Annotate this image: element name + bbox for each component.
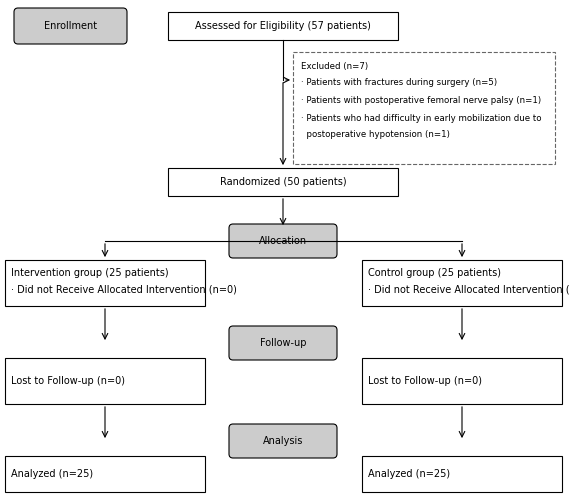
Text: Analyzed (n=25): Analyzed (n=25): [368, 469, 450, 479]
Bar: [362, 260, 562, 306]
Bar: [362, 456, 562, 492]
Text: · Patients with postoperative femoral nerve palsy (n=1): · Patients with postoperative femoral ne…: [301, 96, 541, 105]
Bar: [168, 168, 398, 196]
Bar: [5, 456, 205, 492]
Text: Lost to Follow-up (n=0): Lost to Follow-up (n=0): [368, 376, 482, 386]
Text: Follow-up: Follow-up: [260, 338, 306, 348]
Text: Assessed for Eligibility (57 patients): Assessed for Eligibility (57 patients): [195, 21, 371, 31]
Bar: [5, 358, 205, 404]
Text: Analyzed (n=25): Analyzed (n=25): [11, 469, 93, 479]
Bar: [168, 12, 398, 40]
Text: Enrollment: Enrollment: [44, 21, 97, 31]
FancyBboxPatch shape: [229, 224, 337, 258]
Text: Control group (25 patients): Control group (25 patients): [368, 268, 501, 278]
Text: · Patients with fractures during surgery (n=5): · Patients with fractures during surgery…: [301, 78, 497, 87]
FancyBboxPatch shape: [229, 326, 337, 360]
FancyBboxPatch shape: [229, 424, 337, 458]
Bar: [5, 260, 205, 306]
Text: Analysis: Analysis: [263, 436, 303, 446]
Text: Randomized (50 patients): Randomized (50 patients): [220, 177, 347, 187]
Text: Excluded (n=7): Excluded (n=7): [301, 62, 368, 71]
Bar: [362, 358, 562, 404]
Text: postoperative hypotension (n=1): postoperative hypotension (n=1): [301, 130, 450, 139]
Text: · Patients who had difficulty in early mobilization due to: · Patients who had difficulty in early m…: [301, 114, 542, 123]
Text: · Did not Receive Allocated Intervention (n=0): · Did not Receive Allocated Intervention…: [11, 284, 237, 294]
Text: Intervention group (25 patients): Intervention group (25 patients): [11, 268, 168, 278]
Bar: [293, 52, 555, 164]
FancyBboxPatch shape: [14, 8, 127, 44]
Text: Allocation: Allocation: [259, 236, 307, 246]
Text: · Did not Receive Allocated Intervention (n=0): · Did not Receive Allocated Intervention…: [368, 284, 569, 294]
Text: Lost to Follow-up (n=0): Lost to Follow-up (n=0): [11, 376, 125, 386]
